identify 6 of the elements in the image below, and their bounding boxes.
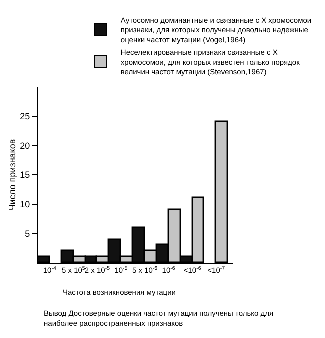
y-tick-label: 15: [20, 170, 30, 180]
y-tick-label: 5: [25, 228, 30, 239]
y-tick-label: 25: [20, 111, 30, 122]
y-tick-label: 10: [20, 199, 30, 210]
y-axis-title: Число признаков: [8, 139, 18, 211]
y-tick-label: 20: [20, 140, 30, 151]
